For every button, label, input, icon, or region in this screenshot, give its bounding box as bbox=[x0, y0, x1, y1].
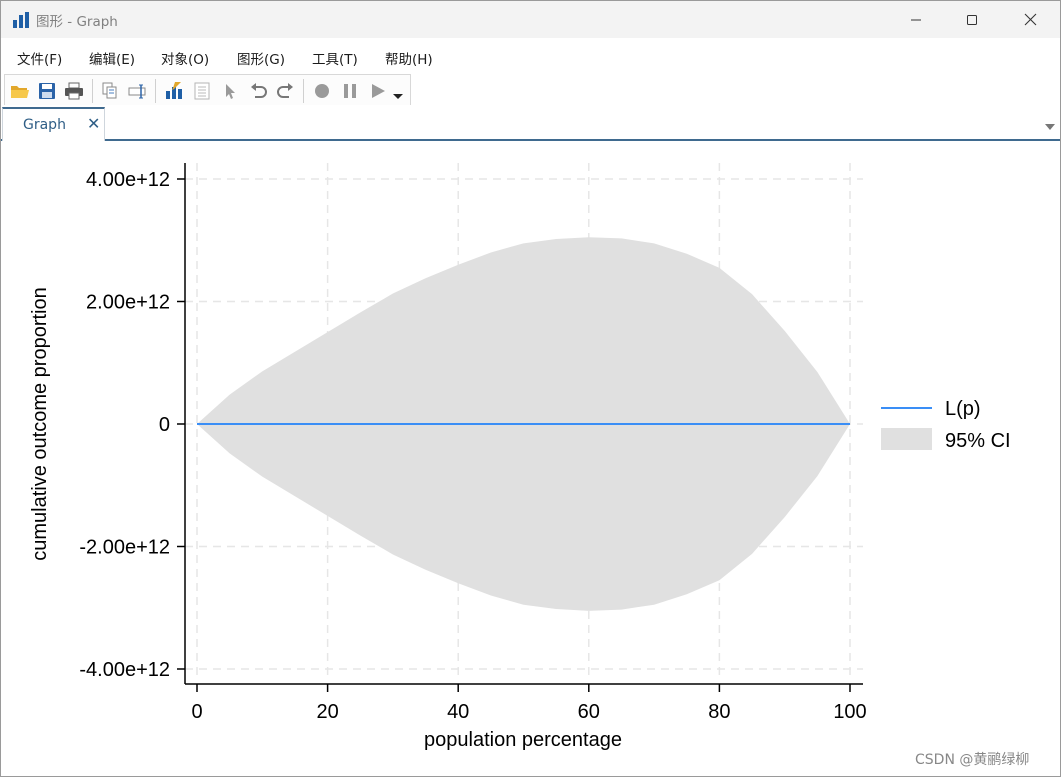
maximize-button[interactable] bbox=[943, 1, 1001, 38]
pointer-button[interactable] bbox=[219, 80, 241, 102]
tab-strip: Graph ✕ bbox=[1, 105, 1060, 141]
undo-icon bbox=[251, 83, 267, 98]
play-button[interactable] bbox=[367, 80, 389, 102]
pointer-icon bbox=[226, 84, 235, 99]
legend-ci-swatch bbox=[881, 428, 932, 450]
play-icon bbox=[372, 84, 385, 98]
y-axis-label: cumulative outcome proportion bbox=[29, 287, 51, 560]
watermark-text: CSDN @黄鹂绿柳 bbox=[915, 752, 1030, 768]
chevron-down-icon bbox=[1045, 124, 1055, 130]
menu-graph[interactable]: 图形(G) bbox=[237, 52, 285, 68]
x-axis-ticks: 0 20 40 60 80 100 bbox=[191, 684, 867, 723]
x-tick-label: 0 bbox=[191, 701, 202, 723]
close-window-button[interactable] bbox=[1001, 1, 1059, 38]
record-icon bbox=[315, 84, 329, 98]
window-title: 图形 - Graph bbox=[36, 14, 118, 30]
data-editor-icon bbox=[194, 82, 210, 100]
dropdown-arrow-icon bbox=[393, 94, 403, 99]
y-tick-label: -2.00e+12 bbox=[79, 537, 170, 559]
menu-edit[interactable]: 编辑(E) bbox=[89, 52, 136, 68]
legend-ci-label: 95% CI bbox=[945, 430, 1011, 452]
print-icon bbox=[65, 82, 83, 100]
record-button[interactable] bbox=[311, 80, 333, 102]
x-tick-label: 20 bbox=[316, 701, 338, 723]
menu-bar: 文件(F) 编辑(E) 对象(O) 图形(G) 工具(T) 帮助(H) bbox=[1, 41, 1060, 73]
graph-editor-button[interactable] bbox=[163, 80, 185, 102]
maximize-icon bbox=[967, 14, 977, 25]
legend-lp-label: L(p) bbox=[945, 398, 981, 420]
x-tick-label: 100 bbox=[833, 701, 866, 723]
minimize-icon bbox=[911, 19, 921, 20]
toolbar bbox=[4, 74, 411, 107]
y-tick-label: 2.00e+12 bbox=[86, 292, 170, 314]
legend: L(p) 95% CI bbox=[881, 398, 1011, 452]
pause-button[interactable] bbox=[339, 80, 361, 102]
data-editor-button[interactable] bbox=[191, 80, 213, 102]
menu-help[interactable]: 帮助(H) bbox=[385, 52, 433, 68]
save-button[interactable] bbox=[36, 80, 58, 102]
toolbar-separator bbox=[92, 79, 93, 103]
title-bar[interactable]: 图形 - Graph bbox=[1, 1, 1060, 38]
tab-graph[interactable]: Graph ✕ bbox=[2, 107, 105, 141]
print-button[interactable] bbox=[63, 80, 85, 102]
x-axis-label: population percentage bbox=[424, 729, 622, 751]
menu-file[interactable]: 文件(F) bbox=[17, 52, 63, 68]
y-tick-label: 0 bbox=[159, 414, 170, 436]
open-folder-icon bbox=[11, 86, 29, 98]
save-icon bbox=[39, 83, 55, 99]
chart: 4.00e+12 2.00e+12 0 -2.00e+12 -4.00e+12 0 20 4… bbox=[29, 163, 1011, 751]
toolbar-separator bbox=[155, 79, 156, 103]
x-tick-label: 60 bbox=[578, 701, 600, 723]
graph-area: 4.00e+12 2.00e+12 0 -2.00e+12 -4.00e+12 0 20 4… bbox=[1, 141, 1060, 776]
y-axis-ticks: 4.00e+12 2.00e+12 0 -2.00e+12 -4.00e+12 bbox=[79, 169, 185, 681]
x-tick-label: 80 bbox=[708, 701, 730, 723]
graph-editor-icon bbox=[166, 82, 182, 99]
y-tick-label: 4.00e+12 bbox=[86, 169, 170, 191]
minimize-button[interactable] bbox=[887, 1, 945, 38]
x-tick-label: 40 bbox=[447, 701, 469, 723]
menu-object[interactable]: 对象(O) bbox=[161, 52, 210, 68]
close-icon bbox=[1024, 13, 1036, 26]
rename-button[interactable] bbox=[127, 80, 149, 102]
menu-tools[interactable]: 工具(T) bbox=[312, 52, 358, 68]
redo-button[interactable] bbox=[275, 80, 297, 102]
open-button[interactable] bbox=[9, 80, 31, 102]
copy-icon bbox=[102, 82, 117, 99]
pause-icon bbox=[344, 84, 356, 98]
undo-button[interactable] bbox=[247, 80, 269, 102]
toolbar-separator bbox=[303, 79, 304, 103]
redo-icon bbox=[277, 83, 293, 98]
tab-list-dropdown[interactable] bbox=[1044, 116, 1056, 135]
play-dropdown-button[interactable] bbox=[391, 80, 405, 102]
tab-close-icon[interactable]: ✕ bbox=[87, 114, 101, 133]
tab-graph-label: Graph bbox=[23, 117, 66, 133]
stata-graph-app-icon bbox=[13, 12, 29, 28]
rename-icon bbox=[128, 84, 146, 99]
y-tick-label: -4.00e+12 bbox=[79, 659, 170, 681]
copy-button[interactable] bbox=[99, 80, 121, 102]
